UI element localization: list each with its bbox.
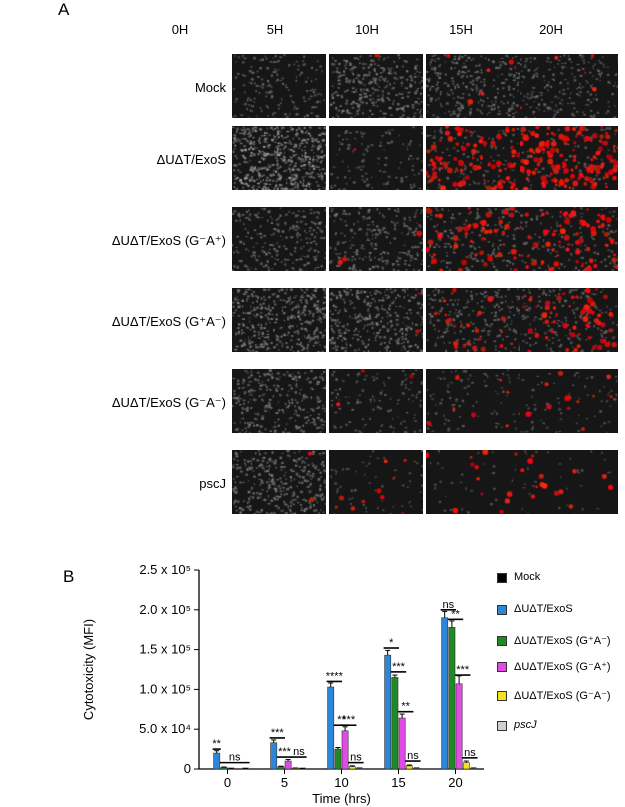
x-axis-label: Time (hrs): [312, 791, 371, 806]
significance-label: ****: [326, 670, 344, 682]
significance-label: ***: [456, 664, 470, 676]
row-label-0: Mock: [194, 80, 226, 95]
micrograph-5-1: [329, 450, 423, 514]
row-label-5: pscJ: [199, 476, 226, 491]
micrograph-0-1: [329, 54, 423, 118]
significance-label: *: [389, 637, 394, 649]
micrograph-1-4: [520, 126, 618, 190]
y-tick-label: 5.0 x 10⁴: [139, 721, 191, 736]
micrograph-2-0: [232, 207, 326, 271]
y-tick-label: 1.0 x 10⁵: [139, 681, 191, 696]
significance-label: ns: [229, 752, 241, 764]
legend-label: pscJ: [514, 719, 537, 731]
micrograph-1-0: [232, 126, 326, 190]
y-tick-label: 2.0 x 10⁵: [139, 602, 191, 617]
column-header-15h: 15H: [449, 22, 473, 37]
bar: [213, 752, 221, 770]
micrograph-0-0: [232, 54, 326, 118]
micrograph-4-1: [329, 369, 423, 433]
bar: [398, 717, 406, 770]
significance-label: ns: [350, 752, 362, 764]
column-header-0h: 0H: [171, 22, 189, 37]
x-tick-label: 20: [448, 775, 462, 790]
micrograph-5-0: [232, 450, 326, 514]
micrograph-4-2: [426, 369, 520, 433]
micrograph-0-4: [520, 54, 618, 118]
x-tick-label: 10: [334, 775, 348, 790]
micrograph-3-4: [520, 288, 618, 352]
bar: [327, 686, 335, 770]
bar: [391, 677, 399, 770]
legend-label: Mock: [514, 571, 541, 583]
micrograph-4-4: [520, 369, 618, 433]
legend-swatch: [497, 721, 507, 731]
bar: [348, 766, 356, 770]
legend-swatch: [497, 573, 507, 583]
significance-label: **: [337, 714, 346, 726]
bar: [384, 654, 392, 770]
significance-label: ***: [278, 746, 292, 758]
micrograph-1-1: [329, 126, 423, 190]
significance-label: **: [401, 701, 410, 713]
micrograph-3-2: [426, 288, 520, 352]
micrograph-2-4: [520, 207, 618, 271]
column-header-5h: 5H: [266, 22, 284, 37]
y-axis-label: Cytotoxicity (MFI): [81, 619, 96, 720]
legend-swatch: [497, 605, 507, 615]
legend-label: ΔUΔT/ExoS (G⁻A⁺): [514, 661, 611, 673]
legend-label: ΔUΔT/ExoS (G⁻A⁻): [514, 690, 611, 702]
significance-label: ***: [392, 661, 406, 673]
micrograph-2-2: [426, 207, 520, 271]
bar: [277, 766, 285, 770]
row-label-3: ΔUΔT/ExoS (G⁺A⁻): [111, 314, 226, 329]
significance-label: ns: [464, 747, 476, 759]
x-tick-label: 5: [281, 775, 288, 790]
significance-label: **: [212, 738, 221, 750]
bar: [455, 683, 463, 770]
panel-b-letter: B: [63, 567, 75, 586]
bar: [334, 748, 342, 770]
significance-label: ns: [442, 599, 454, 611]
legend-label: ΔUΔT/ExoS: [514, 603, 573, 615]
micrograph-3-0: [232, 288, 326, 352]
legend-swatch: [497, 662, 507, 672]
legend-swatch: [497, 636, 507, 646]
bar: [270, 742, 278, 770]
y-tick-label: 0: [184, 761, 191, 776]
legend-label: ΔUΔT/ExoS (G⁺A⁻): [514, 635, 611, 647]
micrograph-5-2: [426, 450, 520, 514]
bar: [462, 762, 470, 770]
bar: [220, 767, 228, 770]
row-label-1: ΔUΔT/ExoS: [156, 152, 226, 167]
significance-label: ns: [407, 750, 419, 762]
significance-label: ns: [293, 746, 305, 758]
bar: [448, 627, 456, 770]
bar: [284, 760, 292, 770]
x-tick-label: 15: [391, 775, 405, 790]
micrograph-0-2: [426, 54, 520, 118]
column-header-10h: 10H: [355, 22, 379, 37]
y-tick-label: 1.5 x 10⁵: [139, 642, 191, 657]
column-header-20h: 20H: [539, 22, 563, 37]
row-label-2: ΔUΔT/ExoS (G⁻A⁺): [111, 233, 226, 248]
significance-label: **: [451, 608, 460, 620]
micrograph-1-2: [426, 126, 520, 190]
row-label-4: ΔUΔT/ExoS (G⁻A⁻): [111, 395, 226, 410]
legend-swatch: [497, 691, 507, 701]
y-tick-label: 2.5 x 10⁵: [139, 562, 191, 577]
micrograph-3-1: [329, 288, 423, 352]
significance-label: ***: [271, 727, 285, 739]
bar: [405, 765, 413, 770]
x-tick-label: 0: [224, 775, 231, 790]
bar: [341, 730, 349, 770]
micrograph-5-4: [520, 450, 618, 514]
significance-label: ***: [342, 714, 356, 726]
panel-a-letter: A: [58, 0, 70, 19]
micrograph-4-0: [232, 369, 326, 433]
bar: [441, 617, 449, 770]
micrograph-2-1: [329, 207, 423, 271]
